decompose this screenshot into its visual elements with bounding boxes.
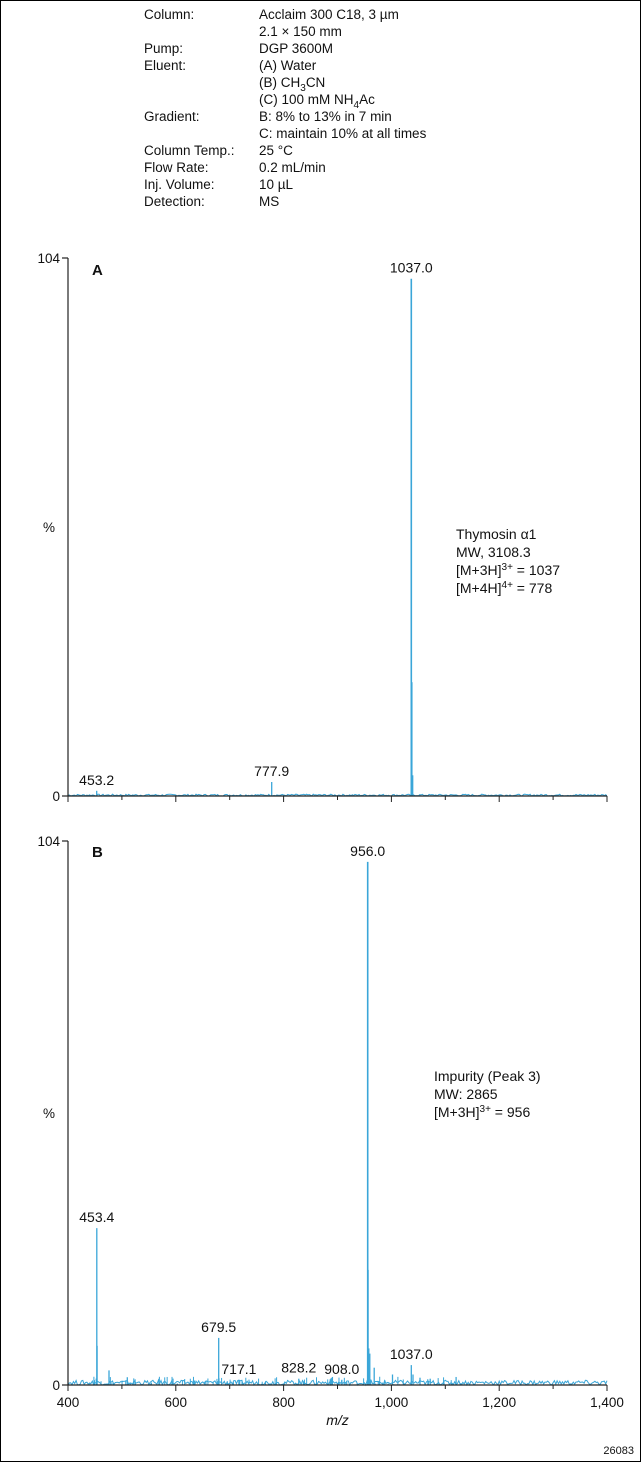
annotation-line: Thymosin α1 xyxy=(456,526,537,542)
x-tick-label: 800 xyxy=(272,1395,295,1410)
peak-label: 453.2 xyxy=(79,772,114,788)
condition-value: MS xyxy=(259,194,279,209)
peak-label: 1037.0 xyxy=(390,260,433,276)
x-tick-label: 400 xyxy=(57,1395,80,1410)
peak-label: 956.0 xyxy=(350,843,385,859)
annotation-line: [M+3H]3+ = 956 xyxy=(434,1104,530,1120)
condition-value: DGP 3600M xyxy=(259,41,333,56)
condition-value: 25 °C xyxy=(259,143,293,158)
y-tick-label: 0 xyxy=(52,1378,60,1393)
x-tick-label: 1,000 xyxy=(375,1395,409,1410)
y-tick-label: 104 xyxy=(37,251,60,266)
condition-label: Eluent: xyxy=(144,58,186,73)
condition-value: 0.2 mL/min xyxy=(259,160,326,175)
conditions-block: Column: Acclaim 300 C18, 3 µm 2.1 × 150 mm… xyxy=(144,7,427,209)
x-axis-label: m/z xyxy=(326,1412,349,1428)
peak-label: 777.9 xyxy=(254,763,289,779)
annotation-line: MW, 3108.3 xyxy=(456,544,531,560)
baseline-trace xyxy=(67,1379,608,1387)
y-tick-label: 104 xyxy=(37,834,60,849)
condition-label: Gradient: xyxy=(144,109,200,124)
condition-label: Inj. Volume: xyxy=(144,177,215,192)
panel-label: B xyxy=(92,844,103,861)
condition-label: Column Temp.: xyxy=(144,143,235,158)
annotation-line: Impurity (Peak 3) xyxy=(434,1068,541,1084)
panel-a: 453.2 777.9 1037.0 104 0% A Thymosin α1 MW, 310… xyxy=(37,251,608,804)
y-axis-label: % xyxy=(43,520,55,535)
peak-label: 1037.0 xyxy=(390,1346,433,1362)
peak-annotation: Thymosin α1 MW, 3108.3 [M+3H]3+ = 1037 [M+4… xyxy=(456,526,560,596)
condition-value: 2.1 × 150 mm xyxy=(259,24,342,39)
condition-label: Flow Rate: xyxy=(144,160,209,175)
condition-value: (A) Water xyxy=(259,58,317,73)
peak-annotation: Impurity (Peak 3) MW: 2865 [M+3H]3+ = 956 xyxy=(434,1068,541,1120)
annotation-line: [M+3H]3+ = 1037 xyxy=(456,562,560,578)
peak-label: 908.0 xyxy=(324,1361,359,1377)
condition-label: Detection: xyxy=(144,194,205,209)
x-tick-label: 1,200 xyxy=(482,1395,516,1410)
condition-value: (C) 100 mM NH4Ac xyxy=(259,92,375,111)
x-tick-label: 600 xyxy=(165,1395,188,1410)
peak-label: 453.4 xyxy=(79,1209,114,1225)
condition-value: (B) CH3CN xyxy=(259,75,325,94)
annotation-line: [M+4H]4+ = 778 xyxy=(456,580,552,596)
y-tick-label: 0 xyxy=(52,789,60,804)
condition-label: Pump: xyxy=(144,41,183,56)
panel-b: 453.4 679.5 717.1 828.2 908.0 956.0 1037.0 104 0… xyxy=(37,834,623,1428)
panel-label: A xyxy=(92,262,103,279)
condition-value: B: 8% to 13% in 7 min xyxy=(259,109,392,124)
peak-label: 679.5 xyxy=(201,1319,236,1335)
y-axis-label: % xyxy=(43,1106,55,1121)
condition-value: 10 µL xyxy=(259,177,294,192)
figure-id: 26083 xyxy=(603,1445,634,1457)
condition-value: C: maintain 10% at all times xyxy=(259,126,427,141)
x-tick-label: 1,400 xyxy=(590,1395,624,1410)
peak-label: 828.2 xyxy=(281,1360,316,1376)
peak-label: 717.1 xyxy=(221,1361,256,1377)
annotation-line: MW: 2865 xyxy=(434,1086,498,1102)
condition-label: Column: xyxy=(144,7,194,22)
condition-value: Acclaim 300 C18, 3 µm xyxy=(259,7,399,22)
